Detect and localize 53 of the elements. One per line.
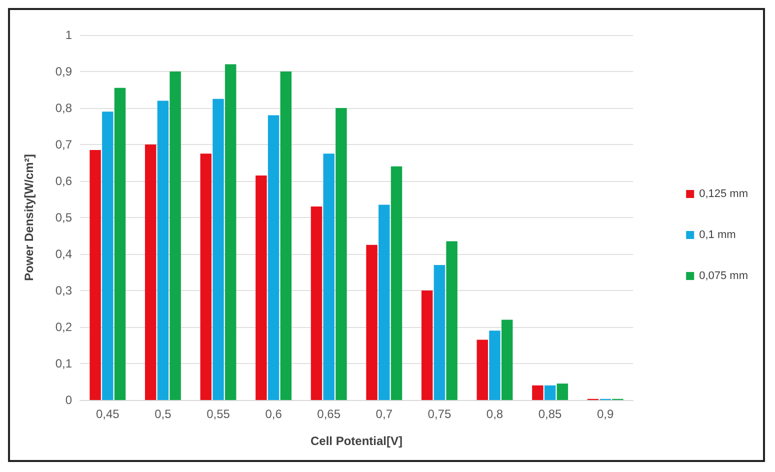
bar — [280, 72, 292, 400]
bar — [366, 244, 378, 400]
bar — [476, 340, 488, 400]
bar — [489, 330, 500, 400]
y-tick-label: 0 — [65, 393, 72, 407]
bar — [212, 98, 224, 400]
legend-label: 0,1 mm — [699, 229, 736, 241]
y-tick-label: 0,3 — [55, 284, 72, 298]
y-axis-title: Power Density[W/cm²] — [22, 154, 36, 281]
x-tick-label: 0,65 — [317, 407, 341, 421]
y-tick-label: 0,5 — [55, 210, 72, 224]
y-tick-label: 0,6 — [55, 174, 72, 188]
bar — [256, 176, 267, 400]
y-tick-label: 0,7 — [55, 138, 72, 152]
bar — [170, 72, 181, 400]
x-tick-label: 0,9 — [597, 407, 614, 421]
bar — [323, 154, 334, 400]
x-tick-label: 0,6 — [265, 407, 282, 421]
bar — [200, 154, 212, 400]
bar — [157, 100, 169, 400]
bar — [336, 108, 347, 400]
x-tick-label: 0,45 — [96, 407, 120, 421]
x-tick-label: 0,8 — [486, 407, 504, 421]
y-tick-label: 0,4 — [55, 247, 72, 261]
bar — [421, 290, 433, 400]
x-tick-label: 0,5 — [154, 407, 172, 421]
y-tick-label: 0,2 — [55, 320, 72, 334]
x-tick-label: 0,85 — [538, 407, 562, 421]
bar — [556, 384, 568, 400]
legend-label: 0,125 mm — [699, 188, 748, 200]
bar — [310, 206, 322, 400]
y-tick-label: 1 — [65, 28, 72, 42]
x-tick-label: 0,55 — [206, 407, 230, 421]
bar — [224, 64, 236, 400]
bar — [90, 150, 101, 400]
bar — [434, 264, 446, 400]
legend-label: 0,075 mm — [699, 270, 748, 282]
x-axis-title: Cell Potential[V] — [310, 434, 403, 448]
bar — [532, 385, 544, 400]
bar — [268, 115, 280, 400]
x-tick-label: 0,7 — [376, 407, 393, 421]
y-tick-label: 0,9 — [55, 64, 72, 78]
bar — [390, 166, 402, 400]
bar — [114, 88, 126, 400]
bar — [544, 385, 556, 400]
x-tick-label: 0,75 — [428, 407, 452, 421]
bar — [102, 112, 114, 400]
bar — [446, 241, 458, 400]
bar — [501, 320, 513, 400]
y-tick-label: 0,1 — [55, 356, 72, 370]
y-tick-label: 0,8 — [55, 101, 72, 115]
bar — [378, 204, 390, 400]
bar — [144, 144, 156, 400]
